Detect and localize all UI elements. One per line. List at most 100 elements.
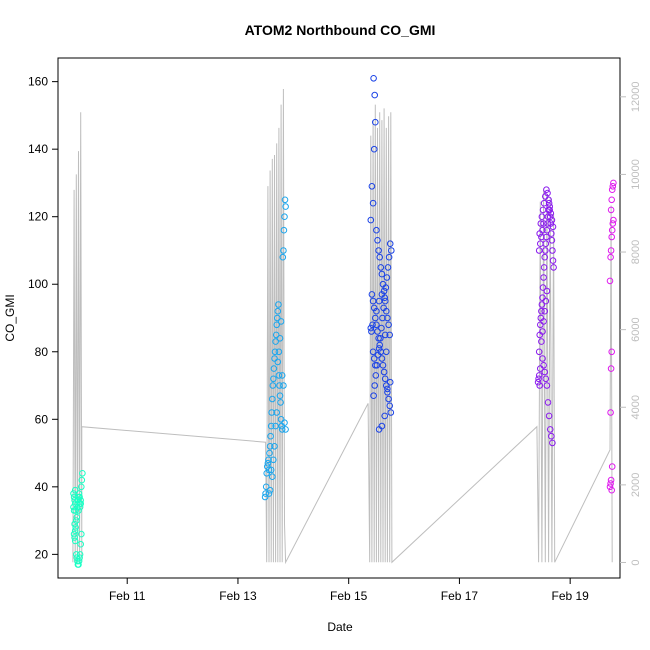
data-point	[384, 385, 391, 393]
data-point	[76, 554, 83, 562]
data-point	[265, 456, 272, 464]
data-point	[547, 210, 555, 217]
data-point	[540, 220, 547, 227]
data-point	[383, 382, 390, 389]
data-point	[369, 321, 376, 329]
data-point	[384, 264, 392, 271]
data-point	[607, 253, 614, 261]
data-point	[276, 382, 283, 389]
data-point	[544, 399, 552, 406]
data-point	[371, 91, 379, 99]
y-tick-label: 80	[35, 345, 49, 359]
data-point	[278, 372, 286, 379]
data-point	[374, 351, 382, 359]
data-point	[71, 520, 78, 528]
data-point	[276, 392, 284, 400]
data-point	[270, 365, 278, 372]
data-point	[388, 247, 395, 254]
x-axis-label: Date	[327, 620, 353, 634]
data-point	[75, 561, 82, 568]
data-point	[277, 318, 285, 325]
data-point	[386, 378, 394, 386]
data-point	[545, 199, 553, 207]
y2-tick-label: 10000	[630, 159, 642, 190]
y-tick-label: 160	[28, 75, 48, 89]
data-point	[71, 537, 79, 545]
plot-layer: 20 40 60 80 100 120 140 160 0 2000 4000 6000 8000 100…	[28, 57, 642, 603]
data-point	[542, 375, 550, 383]
data-point	[77, 500, 84, 508]
y-tick-label: 20	[35, 547, 49, 561]
data-point	[549, 257, 557, 264]
data-point	[265, 490, 273, 497]
data-point	[608, 226, 616, 234]
data-point	[273, 409, 281, 416]
data-point	[378, 324, 385, 332]
data-point	[267, 432, 274, 440]
y2-tick-label: 0	[630, 559, 642, 565]
data-point	[370, 392, 377, 400]
data-point	[378, 291, 386, 298]
data-point	[607, 476, 615, 484]
data-point	[373, 321, 380, 329]
data-point	[538, 301, 546, 308]
data-point	[545, 412, 553, 420]
data-point	[607, 365, 615, 372]
data-point	[535, 348, 543, 356]
data-point	[265, 466, 273, 474]
chart-title: ATOM2 Northbound CO_GMI	[245, 22, 436, 38]
data-point	[74, 497, 81, 504]
data-point	[378, 270, 386, 278]
data-point	[608, 186, 616, 193]
data-point	[606, 277, 614, 285]
data-point	[608, 463, 616, 470]
data-point	[376, 253, 384, 261]
data-point	[385, 321, 392, 329]
data-point	[372, 372, 380, 379]
data-point	[374, 237, 381, 244]
data-point	[535, 375, 542, 383]
data-point	[277, 416, 285, 423]
data-point	[73, 513, 81, 521]
x-tick-label: Feb 15	[330, 589, 368, 603]
data-point	[271, 355, 278, 362]
data-point	[609, 220, 617, 227]
data-point	[539, 206, 547, 214]
data-point	[543, 226, 551, 234]
data-point	[608, 196, 616, 204]
data-point	[370, 355, 378, 362]
data-point	[541, 368, 549, 376]
data-point	[544, 220, 551, 227]
data-point	[375, 345, 383, 352]
data-point	[372, 362, 379, 369]
data-point	[546, 203, 554, 210]
data-point	[540, 274, 547, 281]
data-point	[268, 409, 276, 416]
data-point	[72, 524, 79, 531]
data-point	[378, 422, 386, 430]
data-point	[606, 483, 614, 491]
data-point	[71, 527, 79, 535]
data-point	[71, 486, 79, 494]
data-point	[71, 534, 78, 541]
data-point	[538, 233, 545, 241]
data-point	[543, 382, 551, 389]
data-point	[377, 264, 385, 271]
data-point	[386, 402, 394, 410]
data-point	[537, 220, 545, 227]
data-point	[73, 551, 80, 558]
data-point	[280, 226, 288, 234]
data-point	[273, 321, 281, 329]
data-point	[369, 199, 377, 207]
data-point	[538, 338, 545, 345]
data-point	[267, 466, 275, 474]
data-point	[275, 348, 283, 356]
data-point	[380, 287, 388, 295]
data-point	[540, 318, 547, 325]
data-point	[275, 301, 282, 308]
data-point	[262, 483, 270, 491]
data-point	[541, 307, 549, 315]
data-point	[546, 206, 554, 214]
plot-frame	[57, 57, 621, 579]
